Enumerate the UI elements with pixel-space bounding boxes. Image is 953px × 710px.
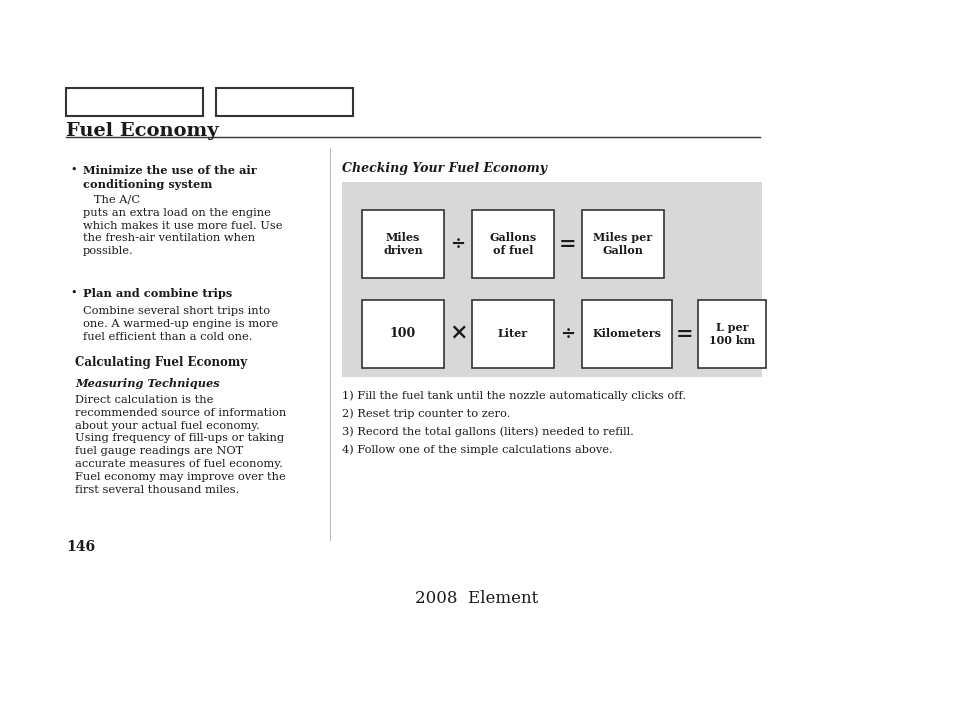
Text: 4) Follow one of the simple calculations above.: 4) Follow one of the simple calculations… — [341, 444, 612, 454]
Text: ÷: ÷ — [450, 235, 465, 253]
FancyBboxPatch shape — [581, 300, 671, 368]
Text: 100: 100 — [390, 327, 416, 341]
Text: 2) Reset trip counter to zero.: 2) Reset trip counter to zero. — [341, 408, 510, 419]
Text: 146: 146 — [66, 540, 95, 554]
FancyBboxPatch shape — [581, 210, 663, 278]
Text: Miles per
Gallon: Miles per Gallon — [593, 231, 652, 256]
FancyBboxPatch shape — [698, 300, 765, 368]
Text: L per
100 km: L per 100 km — [708, 322, 755, 346]
Text: Calculating Fuel Economy: Calculating Fuel Economy — [75, 356, 247, 369]
Text: Plan and combine trips: Plan and combine trips — [83, 288, 232, 299]
Text: Fuel Economy: Fuel Economy — [66, 122, 218, 140]
Text: Minimize the use of the air
conditioning system: Minimize the use of the air conditioning… — [83, 165, 256, 190]
FancyBboxPatch shape — [361, 210, 443, 278]
Text: Kilometers: Kilometers — [592, 329, 660, 339]
Text: ×: × — [448, 323, 467, 345]
FancyBboxPatch shape — [215, 88, 353, 116]
Text: Checking Your Fuel Economy: Checking Your Fuel Economy — [341, 162, 546, 175]
Text: Combine several short trips into
one. A warmed-up engine is more
fuel efficient : Combine several short trips into one. A … — [83, 306, 278, 342]
Text: •: • — [70, 165, 76, 175]
Text: 2008  Element: 2008 Element — [415, 590, 538, 607]
Text: =: = — [558, 234, 577, 254]
Text: Gallons
of fuel: Gallons of fuel — [489, 231, 536, 256]
Text: Direct calculation is the
recommended source of information
about your actual fu: Direct calculation is the recommended so… — [75, 395, 286, 495]
FancyBboxPatch shape — [66, 88, 203, 116]
Text: 1) Fill the fuel tank until the nozzle automatically clicks off.: 1) Fill the fuel tank until the nozzle a… — [341, 390, 685, 400]
Text: •: • — [70, 288, 76, 298]
FancyBboxPatch shape — [361, 300, 443, 368]
Text: ÷: ÷ — [560, 325, 575, 343]
FancyBboxPatch shape — [341, 182, 761, 377]
Text: The A/C
puts an extra load on the engine
which makes it use more fuel. Use
the f: The A/C puts an extra load on the engine… — [83, 195, 282, 256]
FancyBboxPatch shape — [472, 210, 554, 278]
Text: =: = — [676, 324, 693, 344]
Text: Measuring Techniques: Measuring Techniques — [75, 378, 219, 389]
FancyBboxPatch shape — [472, 300, 554, 368]
Text: 3) Record the total gallons (liters) needed to refill.: 3) Record the total gallons (liters) nee… — [341, 426, 633, 437]
Text: Miles
driven: Miles driven — [383, 231, 422, 256]
Text: Liter: Liter — [497, 329, 528, 339]
